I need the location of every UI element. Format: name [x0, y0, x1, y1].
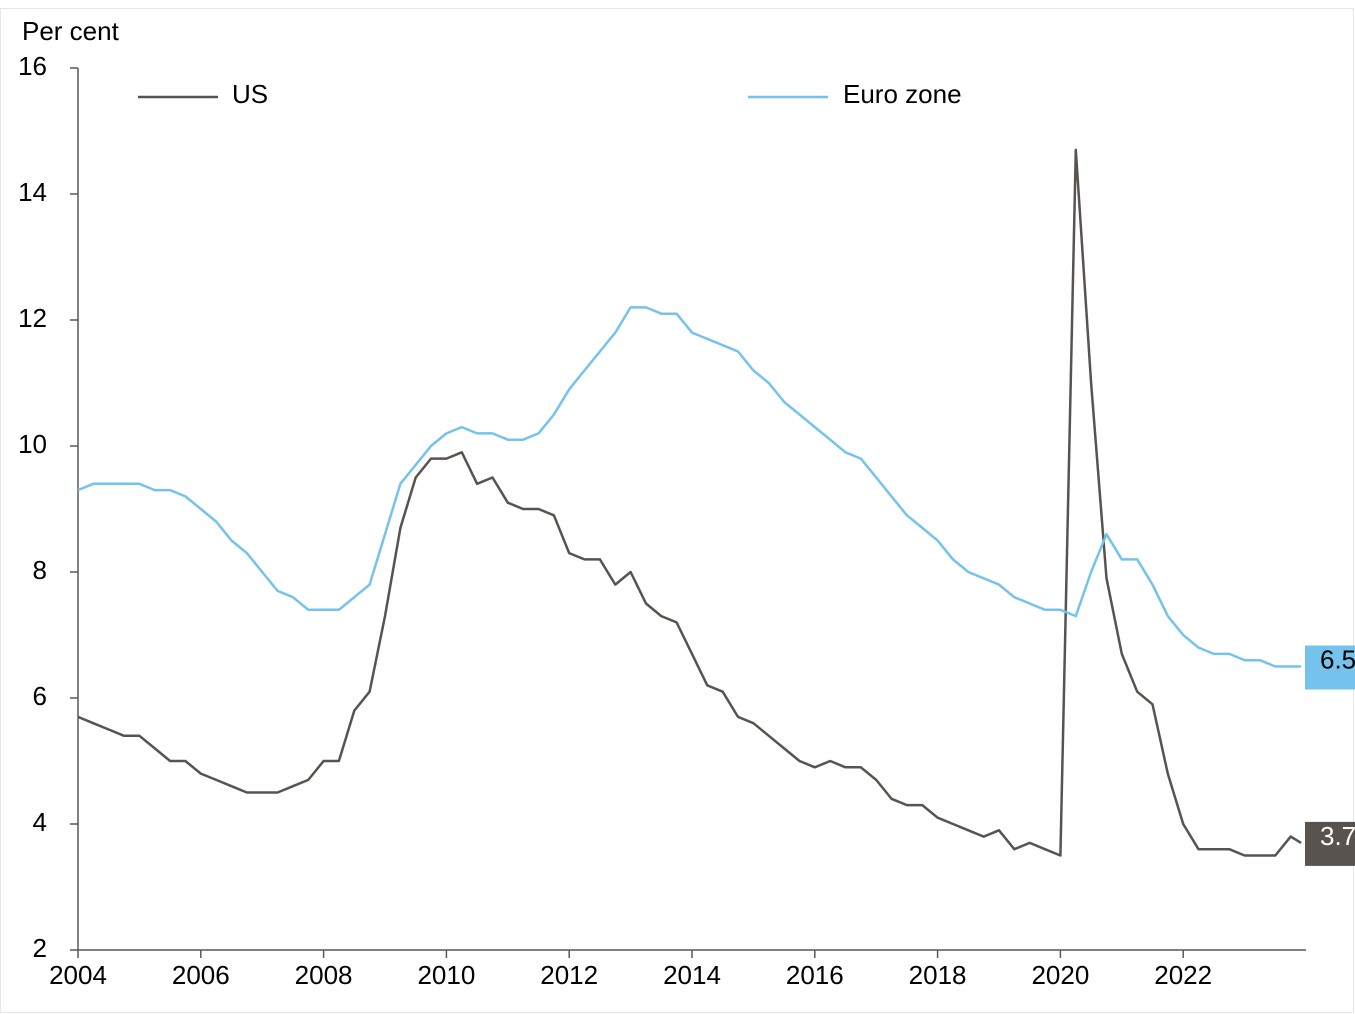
- frame: [0, 8, 1354, 1013]
- y-axis-label: Per cent: [22, 16, 120, 46]
- x-tick-label: 2010: [417, 960, 475, 990]
- x-tick-label: 2020: [1031, 960, 1089, 990]
- legend-label: Euro zone: [843, 79, 962, 109]
- end-label: 3.7: [1320, 821, 1355, 851]
- end-label: 6.5: [1320, 644, 1355, 674]
- end-label-box: [1305, 821, 1355, 866]
- x-tick-label: 2004: [49, 960, 107, 990]
- y-tick-label: 12: [18, 303, 47, 333]
- y-tick-label: 6: [33, 681, 47, 711]
- y-tick-label: 10: [18, 429, 47, 459]
- x-tick-label: 2018: [909, 960, 967, 990]
- series-line: [77, 148, 1302, 857]
- end-label-box: [1305, 645, 1355, 690]
- x-tick-label: 2014: [663, 960, 721, 990]
- x-tick-label: 2008: [295, 960, 353, 990]
- x-tick-label: 2022: [1154, 960, 1212, 990]
- x-tick-label: 2006: [172, 960, 230, 990]
- legend-label: US: [232, 79, 268, 109]
- y-tick-label: 2: [33, 933, 47, 963]
- y-tick-label: 4: [33, 807, 47, 837]
- y-tick-label: 16: [18, 51, 47, 81]
- series-line: [77, 306, 1302, 668]
- y-tick-label: 14: [18, 177, 47, 207]
- y-tick-label: 8: [33, 555, 47, 585]
- x-tick-label: 2012: [540, 960, 598, 990]
- x-tick-label: 2016: [786, 960, 844, 990]
